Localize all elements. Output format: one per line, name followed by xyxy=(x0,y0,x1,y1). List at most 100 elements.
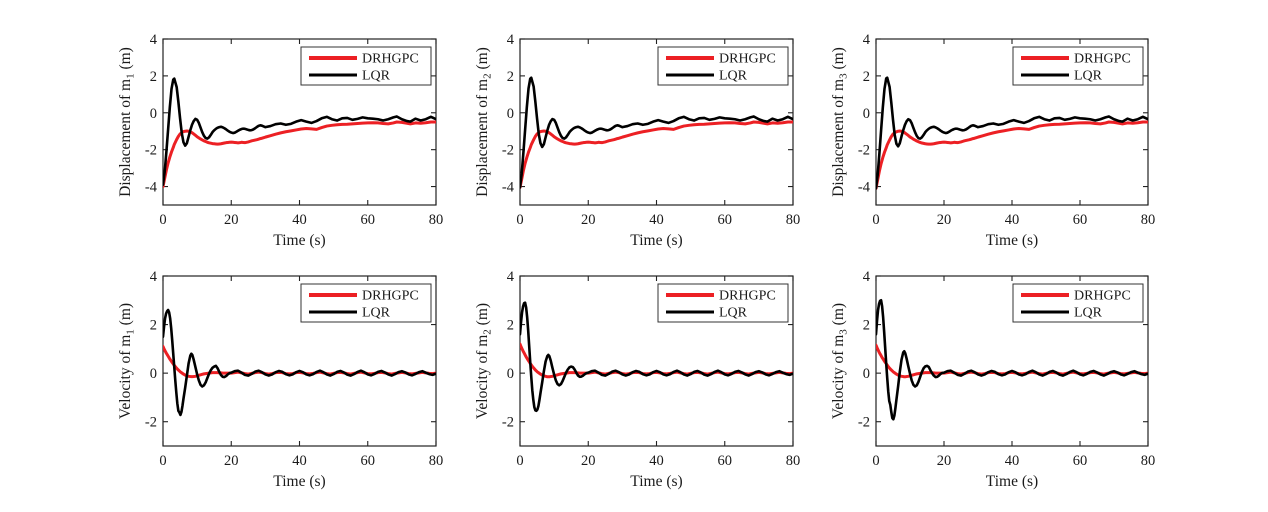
y-tick-label: -2 xyxy=(858,415,870,431)
y-tick-label: -2 xyxy=(502,143,514,159)
series-group xyxy=(163,308,436,417)
x-tick-label: 40 xyxy=(1005,453,1020,469)
series-lqr-line xyxy=(163,308,436,417)
x-axis-label: Time (s) xyxy=(986,232,1038,249)
y-tick-label: 2 xyxy=(150,69,157,85)
subplot-displacement-m1: 0 20 40 60 80 -4 -2 0 2 4 Time (s) Displacement of … xyxy=(117,32,443,249)
x-tick-label: 0 xyxy=(159,453,166,469)
legend-label-drhgpc: DRHGPC xyxy=(1074,289,1131,304)
legend: DRHGPC LQR xyxy=(1012,283,1144,323)
x-axis-label: Time (s) xyxy=(630,473,682,490)
y-tick-label: 0 xyxy=(507,106,514,122)
subplot-velocity-m2: 0 20 40 60 80 -2 0 2 4 Time (s) Velocity of m2 (m)… xyxy=(474,269,800,490)
x-tick-label: 0 xyxy=(872,212,879,228)
y-tick-label: 2 xyxy=(507,318,514,334)
series-drhgpc-line xyxy=(163,120,436,189)
y-tick-label: 0 xyxy=(150,106,157,122)
legend-label-lqr: LQR xyxy=(719,69,748,84)
legend-label-lqr: LQR xyxy=(719,306,748,321)
y-tick-label: -2 xyxy=(145,143,157,159)
legend: DRHGPC LQR xyxy=(657,46,789,86)
subplot-velocity-m3: 0 20 40 60 80 -2 0 2 4 Time (s) Velocity of m3 (m)… xyxy=(830,269,1155,490)
y-tick-label: 4 xyxy=(863,32,871,48)
legend-box xyxy=(300,46,432,86)
x-tick-label: 0 xyxy=(872,453,879,469)
series-group xyxy=(163,77,436,189)
x-tick-label: 60 xyxy=(1073,212,1088,228)
x-tick-label: 0 xyxy=(159,212,166,228)
legend-label-lqr: LQR xyxy=(362,69,391,84)
x-tick-label: 80 xyxy=(429,453,444,469)
x-tick-label: 80 xyxy=(429,212,444,228)
y-tick-label: -2 xyxy=(145,415,157,431)
legend-label-drhgpc: DRHGPC xyxy=(719,52,776,67)
legend-label-drhgpc: DRHGPC xyxy=(362,52,419,67)
legend: DRHGPC LQR xyxy=(300,46,432,86)
x-tick-label: 20 xyxy=(937,212,952,228)
y-tick-label: 0 xyxy=(150,366,157,382)
y-tick-label: 2 xyxy=(150,318,157,334)
legend-box xyxy=(1012,283,1144,323)
legend-label-lqr: LQR xyxy=(1074,69,1103,84)
y-tick-label: -4 xyxy=(145,180,158,196)
x-tick-label: 40 xyxy=(649,453,664,469)
x-tick-label: 60 xyxy=(361,453,376,469)
x-axis-label: Time (s) xyxy=(630,232,682,249)
legend-box xyxy=(1012,46,1144,86)
y-axis-label: Velocity of m3 (m) xyxy=(830,303,850,419)
series-lqr-line xyxy=(520,76,793,189)
y-tick-label: 0 xyxy=(863,106,870,122)
legend: DRHGPC LQR xyxy=(300,283,432,323)
legend-label-lqr: LQR xyxy=(1074,306,1103,321)
series-drhgpc-line xyxy=(520,120,793,189)
subplot-velocity-m1: 0 20 40 60 80 -2 0 2 4 Time (s) Velocity of m1 (m)… xyxy=(117,269,443,490)
y-tick-label: 4 xyxy=(507,32,515,48)
y-tick-label: 2 xyxy=(863,69,870,85)
x-tick-label: 20 xyxy=(581,212,596,228)
x-tick-label: 40 xyxy=(292,212,307,228)
x-tick-label: 60 xyxy=(361,212,376,228)
series-group xyxy=(520,301,793,413)
y-tick-label: 4 xyxy=(150,32,158,48)
y-tick-label: -4 xyxy=(858,180,871,196)
x-tick-label: 80 xyxy=(786,453,801,469)
x-tick-label: 20 xyxy=(937,453,952,469)
y-axis-label: Displacement of m3 (m) xyxy=(830,47,850,197)
x-tick-label: 60 xyxy=(718,453,733,469)
y-tick-label: -2 xyxy=(502,415,514,431)
legend-label-drhgpc: DRHGPC xyxy=(1074,52,1131,67)
x-axis-label: Time (s) xyxy=(986,473,1038,490)
series-lqr-line xyxy=(876,298,1148,421)
subplot-displacement-m2: 0 20 40 60 80 -4 -2 0 2 4 Time (s) Displacement of … xyxy=(474,32,800,249)
y-tick-label: -2 xyxy=(858,143,870,159)
series-group xyxy=(876,76,1148,190)
x-tick-label: 20 xyxy=(581,453,596,469)
x-tick-label: 40 xyxy=(292,453,307,469)
series-drhgpc-line xyxy=(876,120,1148,190)
legend-box xyxy=(657,283,789,323)
legend-label-drhgpc: DRHGPC xyxy=(362,289,419,304)
y-axis-label: Velocity of m1 (m) xyxy=(117,303,137,419)
x-tick-label: 20 xyxy=(224,453,239,469)
legend-box xyxy=(300,283,432,323)
legend-label-lqr: LQR xyxy=(362,306,391,321)
y-tick-label: 4 xyxy=(507,269,515,285)
x-axis-label: Time (s) xyxy=(273,473,325,490)
x-tick-label: 40 xyxy=(1005,212,1020,228)
x-tick-label: 80 xyxy=(1141,212,1156,228)
y-tick-label: 0 xyxy=(507,366,514,382)
y-tick-label: 4 xyxy=(863,269,871,285)
x-tick-label: 80 xyxy=(1141,453,1156,469)
series-lqr-line xyxy=(876,76,1148,190)
y-tick-label: 0 xyxy=(863,366,870,382)
x-tick-label: 20 xyxy=(224,212,239,228)
legend: DRHGPC LQR xyxy=(1012,46,1144,86)
series-group xyxy=(520,76,793,189)
y-tick-label: 2 xyxy=(507,69,514,85)
x-tick-label: 60 xyxy=(718,212,733,228)
x-axis-label: Time (s) xyxy=(273,232,325,249)
legend: DRHGPC LQR xyxy=(657,283,789,323)
y-axis-label: Displacement of m1 (m) xyxy=(117,47,137,197)
